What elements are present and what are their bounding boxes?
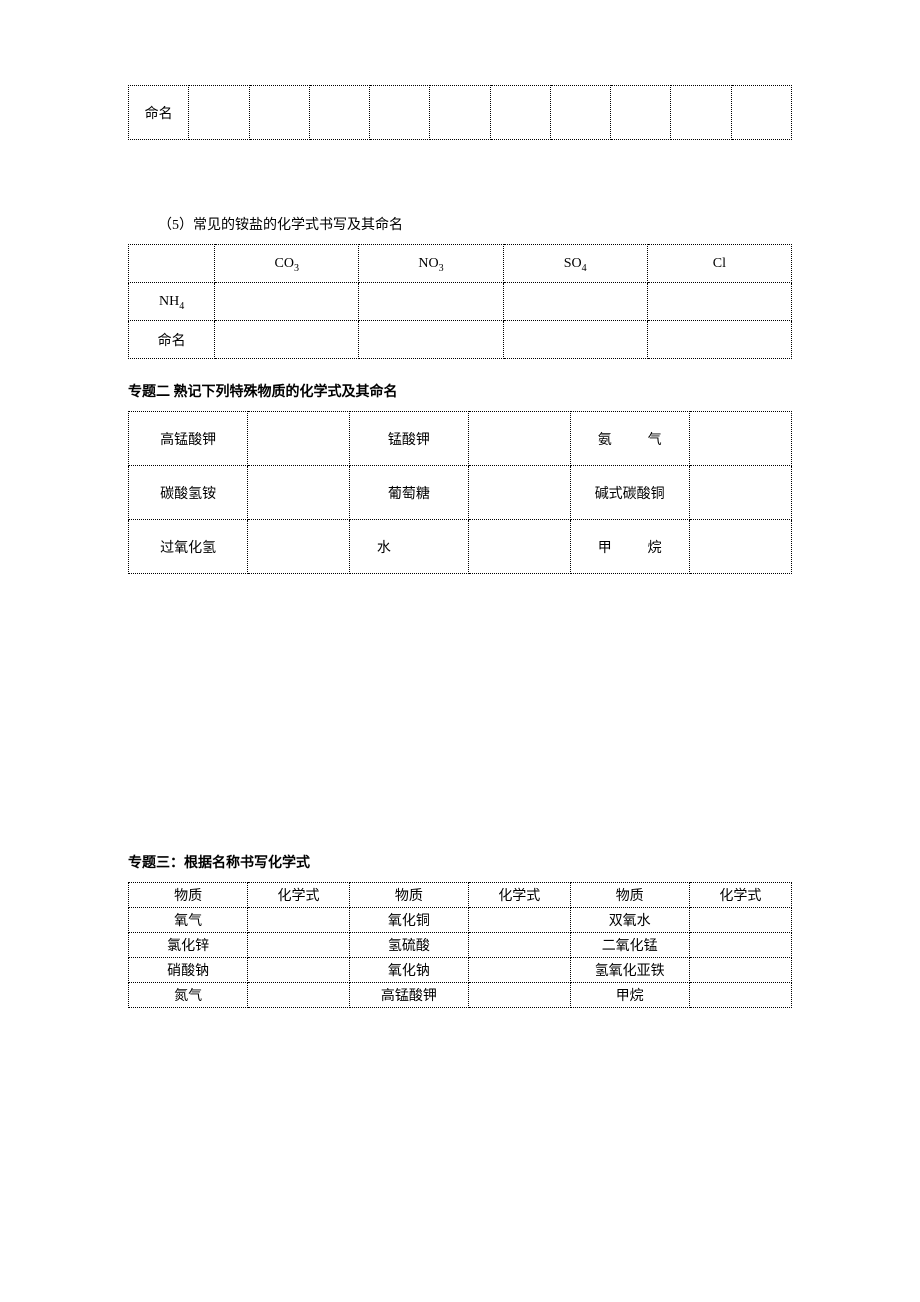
- substance-name-cell: 氢硫酸: [349, 933, 468, 958]
- col-header: CO3: [215, 245, 359, 283]
- empty-cell: [611, 86, 671, 140]
- name-to-formula-table: 物质化学式物质化学式物质化学式 氧气氧化铜双氧水氯化锌氢硫酸二氧化锰硝酸钠氧化钠…: [128, 882, 792, 1008]
- formula-blank-cell: [469, 466, 570, 520]
- formula-blank-cell: [248, 933, 349, 958]
- substance-name-cell: 氧化铜: [349, 908, 468, 933]
- formula-blank-cell: [689, 933, 791, 958]
- empty-cell: [359, 283, 503, 321]
- formula-blank-cell: [689, 412, 791, 466]
- substance-name-cell: 双氧水: [570, 908, 689, 933]
- ammonium-salts-table: CO3 NO3 SO4 Cl NH4 命名: [128, 244, 792, 359]
- substance-name-cell: 氢氧化亚铁: [570, 958, 689, 983]
- substance-name-cell: 碳酸氢铵: [129, 466, 248, 520]
- formula-blank-cell: [689, 958, 791, 983]
- substance-name-cell: 氨气: [570, 412, 689, 466]
- empty-cell: [370, 86, 430, 140]
- substance-name-cell: 水: [349, 520, 468, 574]
- col-header: 物质: [129, 883, 248, 908]
- table-row: 命名: [129, 86, 792, 140]
- col-header: 化学式: [248, 883, 349, 908]
- empty-cell: [215, 321, 359, 359]
- formula-blank-cell: [248, 466, 349, 520]
- col-header: 化学式: [469, 883, 570, 908]
- row-label: 命名: [129, 321, 215, 359]
- col-header: 物质: [570, 883, 689, 908]
- substance-name-cell: 硝酸钠: [129, 958, 248, 983]
- col-header: SO4: [503, 245, 647, 283]
- table-row: 过氧化氢 水 甲烷: [129, 520, 792, 574]
- col-header: Cl: [647, 245, 791, 283]
- formula-blank-cell: [689, 466, 791, 520]
- table-row: 硝酸钠 氧化钠 氢氧化亚铁: [129, 958, 792, 983]
- substance-name-cell: 氮气: [129, 983, 248, 1008]
- empty-cell: [490, 86, 550, 140]
- substance-name-cell: 氯化锌: [129, 933, 248, 958]
- empty-cell: [249, 86, 309, 140]
- table-header-row: 物质化学式物质化学式物质化学式: [129, 883, 792, 908]
- table-row: 碳酸氢铵 葡萄糖 碱式碳酸铜: [129, 466, 792, 520]
- empty-cell: [430, 86, 490, 140]
- topic-3-heading: 专题三：根据名称书写化学式: [128, 852, 792, 872]
- col-header: 化学式: [689, 883, 791, 908]
- empty-cell: [503, 321, 647, 359]
- col-header: NO3: [359, 245, 503, 283]
- empty-cell: [647, 321, 791, 359]
- row-label: NH4: [129, 283, 215, 321]
- substance-name-cell: 甲烷: [570, 983, 689, 1008]
- special-substances-table: 高锰酸钾 锰酸钾 氨气碳酸氢铵 葡萄糖 碱式碳酸铜过氧化氢 水 甲烷: [128, 411, 792, 574]
- formula-blank-cell: [469, 983, 570, 1008]
- substance-name-cell: 葡萄糖: [349, 466, 468, 520]
- empty-cell: [215, 283, 359, 321]
- table-header-row: CO3 NO3 SO4 Cl: [129, 245, 792, 283]
- table-row: 氮气 高锰酸钾 甲烷: [129, 983, 792, 1008]
- substance-name-cell: 二氧化锰: [570, 933, 689, 958]
- substance-name-cell: 过氧化氢: [129, 520, 248, 574]
- formula-blank-cell: [248, 958, 349, 983]
- empty-cell: [671, 86, 731, 140]
- formula-blank-cell: [469, 412, 570, 466]
- substance-name-cell: 甲烷: [570, 520, 689, 574]
- formula-blank-cell: [469, 958, 570, 983]
- formula-blank-cell: [248, 983, 349, 1008]
- topic-2-heading: 专题二 熟记下列特殊物质的化学式及其命名: [128, 381, 792, 401]
- formula-blank-cell: [248, 412, 349, 466]
- empty-cell: [189, 86, 249, 140]
- row-label: 命名: [129, 86, 189, 140]
- empty-cell: [359, 321, 503, 359]
- table-row: 氧气 氧化铜 双氧水: [129, 908, 792, 933]
- empty-cell: [309, 86, 369, 140]
- formula-blank-cell: [248, 520, 349, 574]
- substance-name-cell: 氧化钠: [349, 958, 468, 983]
- section-5-heading: （5）常见的铵盐的化学式书写及其命名: [158, 214, 792, 234]
- formula-blank-cell: [469, 908, 570, 933]
- col-header: 物质: [349, 883, 468, 908]
- substance-name-cell: 高锰酸钾: [349, 983, 468, 1008]
- table-row: 高锰酸钾 锰酸钾 氨气: [129, 412, 792, 466]
- empty-corner-cell: [129, 245, 215, 283]
- formula-blank-cell: [248, 908, 349, 933]
- substance-name-cell: 氧气: [129, 908, 248, 933]
- formula-blank-cell: [689, 908, 791, 933]
- formula-blank-cell: [689, 520, 791, 574]
- empty-cell: [550, 86, 610, 140]
- formula-blank-cell: [469, 520, 570, 574]
- empty-cell: [647, 283, 791, 321]
- substance-name-cell: 锰酸钾: [349, 412, 468, 466]
- table-row: 命名: [129, 321, 792, 359]
- substance-name-cell: 高锰酸钾: [129, 412, 248, 466]
- table-row: NH4: [129, 283, 792, 321]
- formula-blank-cell: [469, 933, 570, 958]
- naming-row-table: 命名: [128, 85, 792, 140]
- empty-cell: [503, 283, 647, 321]
- formula-blank-cell: [689, 983, 791, 1008]
- substance-name-cell: 碱式碳酸铜: [570, 466, 689, 520]
- empty-cell: [731, 86, 791, 140]
- table-row: 氯化锌 氢硫酸 二氧化锰: [129, 933, 792, 958]
